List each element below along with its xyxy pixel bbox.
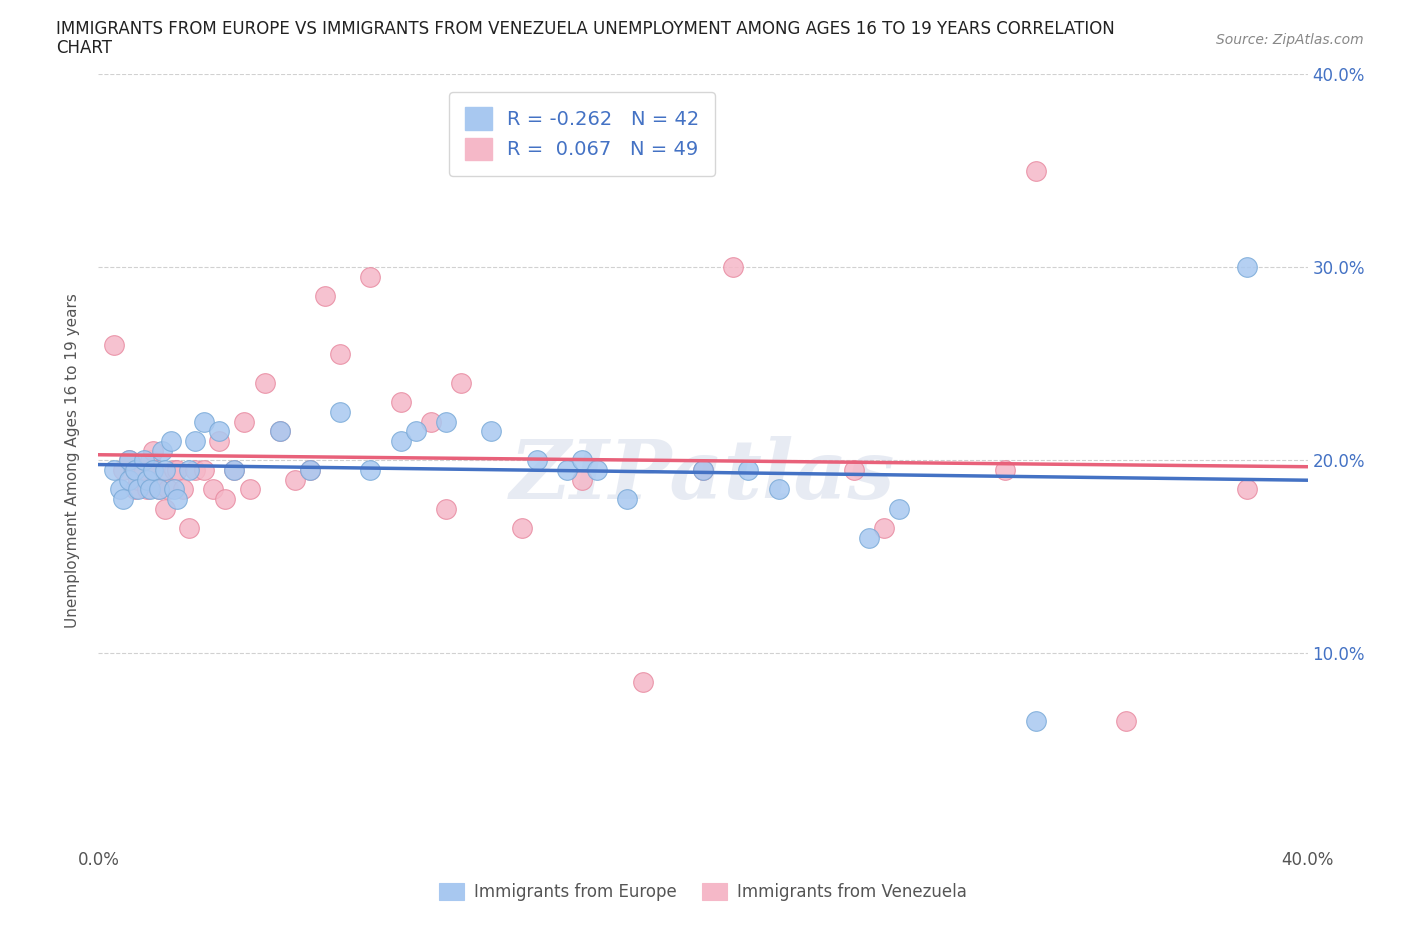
Point [160, 433, 183, 448]
Point [179, 462, 201, 477]
Point [510, 521, 533, 536]
Point [1236, 260, 1258, 275]
Point [166, 491, 188, 506]
Point [118, 453, 141, 468]
Point [692, 462, 714, 477]
Point [284, 472, 307, 487]
Point [768, 482, 790, 497]
Point [360, 462, 382, 477]
Point [208, 424, 231, 439]
Point [481, 424, 503, 439]
Point [450, 376, 472, 391]
Point [329, 405, 352, 419]
Legend: R = -0.262   N = 42, R =  0.067   N = 49: R = -0.262 N = 42, R = 0.067 N = 49 [449, 92, 716, 176]
Point [108, 482, 131, 497]
Point [148, 482, 170, 497]
Point [269, 424, 291, 439]
Point [208, 433, 231, 448]
Point [163, 462, 186, 477]
Point [124, 462, 146, 477]
Point [844, 462, 866, 477]
Point [555, 462, 578, 477]
Point [692, 462, 714, 477]
Point [127, 472, 149, 487]
Point [389, 433, 412, 448]
Point [737, 462, 759, 477]
Point [889, 501, 911, 516]
Point [994, 462, 1017, 477]
Point [239, 482, 262, 497]
Point [179, 521, 201, 536]
Point [184, 433, 207, 448]
Point [586, 462, 609, 477]
Point [103, 338, 125, 352]
Point [314, 289, 336, 304]
Point [224, 462, 246, 477]
Point [156, 482, 179, 497]
Point [153, 462, 176, 477]
Point [153, 501, 176, 516]
Point [148, 482, 170, 497]
Text: IMMIGRANTS FROM EUROPE VS IMMIGRANTS FROM VENEZUELA UNEMPLOYMENT AMONG AGES 16 T: IMMIGRANTS FROM EUROPE VS IMMIGRANTS FRO… [56, 20, 1115, 38]
Point [224, 462, 246, 477]
Point [124, 482, 146, 497]
Point [118, 472, 141, 487]
Point [148, 472, 170, 487]
Point [139, 453, 162, 468]
Point [124, 462, 146, 477]
Point [571, 453, 593, 468]
Point [299, 462, 322, 477]
Point [166, 462, 188, 477]
Point [723, 260, 745, 275]
Legend: Immigrants from Europe, Immigrants from Venezuela: Immigrants from Europe, Immigrants from … [433, 876, 973, 908]
Point [139, 482, 162, 497]
Point [135, 482, 157, 497]
Point [193, 462, 215, 477]
Point [150, 444, 173, 458]
Point [389, 395, 412, 410]
Point [202, 482, 225, 497]
Point [142, 444, 165, 458]
Text: CHART: CHART [56, 39, 112, 57]
Point [269, 424, 291, 439]
Text: Source: ZipAtlas.com: Source: ZipAtlas.com [1216, 33, 1364, 46]
Point [420, 415, 443, 430]
Point [184, 462, 207, 477]
Point [858, 530, 880, 545]
Point [299, 462, 322, 477]
Point [434, 415, 457, 430]
Point [405, 424, 427, 439]
Point [873, 521, 896, 536]
Point [1236, 482, 1258, 497]
Point [214, 491, 236, 506]
Point [1024, 164, 1046, 179]
Point [172, 482, 194, 497]
Point [118, 453, 141, 468]
Point [111, 462, 134, 477]
Point [1115, 713, 1137, 728]
Point [616, 491, 638, 506]
Text: ZIPatlas: ZIPatlas [510, 436, 896, 516]
Point [163, 482, 186, 497]
Point [253, 376, 276, 391]
Point [360, 270, 382, 285]
Point [142, 462, 165, 477]
Point [103, 462, 125, 477]
Point [111, 491, 134, 506]
Point [142, 462, 165, 477]
Point [135, 472, 157, 487]
Y-axis label: Unemployment Among Ages 16 to 19 years: Unemployment Among Ages 16 to 19 years [65, 293, 80, 628]
Point [132, 462, 155, 477]
Point [434, 501, 457, 516]
Point [127, 482, 149, 497]
Point [329, 347, 352, 362]
Point [193, 415, 215, 430]
Point [132, 453, 155, 468]
Point [526, 453, 548, 468]
Point [571, 472, 593, 487]
Point [232, 415, 254, 430]
Point [1024, 713, 1046, 728]
Point [631, 675, 654, 690]
